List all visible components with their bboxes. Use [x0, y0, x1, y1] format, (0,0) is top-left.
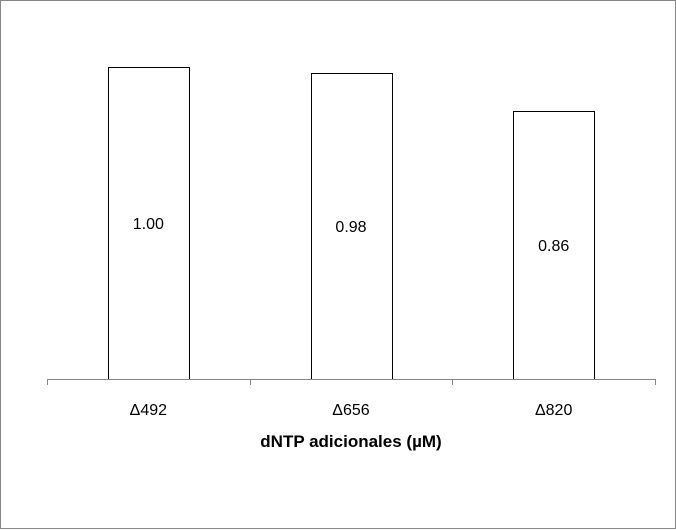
labels-layer: 1.00 Δ492 0.98 Δ656 0.86 Δ820	[130, 216, 573, 419]
bar-1	[108, 67, 190, 380]
x-tick-label-1: Δ492	[130, 402, 167, 419]
x-axis-ticks	[47, 379, 656, 385]
data-label-1: 1.00	[133, 216, 164, 233]
bar-2	[311, 73, 393, 380]
data-label-3: 0.86	[538, 238, 569, 255]
data-label-2: 0.98	[335, 219, 366, 236]
x-axis-title: dNTP adicionales (µM)	[260, 432, 441, 451]
x-tick-label-3: Δ820	[535, 402, 572, 419]
x-tick-label-2: Δ656	[332, 402, 369, 419]
bars-layer	[108, 67, 595, 380]
bar-3	[513, 111, 595, 380]
